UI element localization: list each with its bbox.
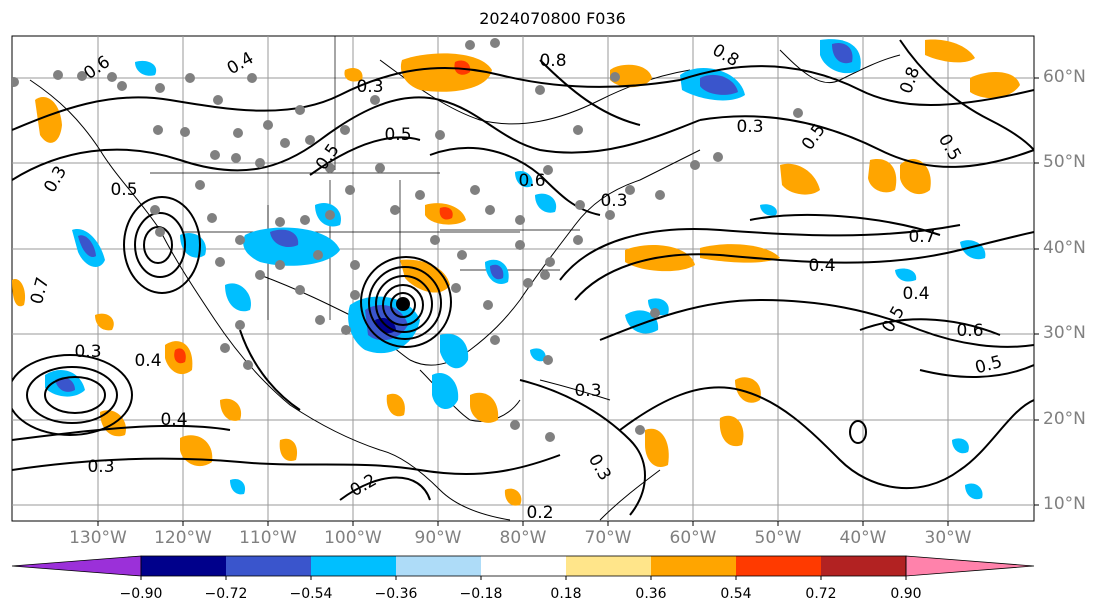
colorbar-tick-label: −0.18 — [459, 586, 503, 602]
contour-label: 0.7 — [908, 227, 935, 247]
latitude-label: 20°N — [1043, 409, 1086, 429]
contour-label: 0.2 — [526, 503, 553, 523]
colorbar-swatch — [141, 556, 226, 576]
colorbar-tick-label: 0.36 — [635, 586, 667, 602]
contour-label: 0.3 — [600, 191, 627, 211]
station-markers — [12, 38, 803, 442]
contour-label: 0.6 — [518, 171, 545, 191]
contour-label: 0.8 — [539, 51, 566, 71]
longitude-label: 70°W — [584, 528, 632, 548]
contour-label: 0.3 — [736, 117, 763, 137]
contour-label: 0.6 — [956, 321, 983, 341]
latitude-label: 50°N — [1043, 152, 1086, 172]
colorbar-extend-high — [905, 555, 1035, 577]
colorbar-swatch — [736, 556, 821, 576]
longitude-label: 60°W — [669, 528, 717, 548]
latitude-label: 10°N — [1043, 494, 1086, 514]
tick-marks — [97, 77, 1039, 526]
latitude-label: 40°N — [1043, 238, 1086, 258]
storm-center-marker — [396, 297, 410, 311]
latitude-label: 30°N — [1043, 323, 1086, 343]
colorbar-extend-low — [11, 555, 142, 577]
colorbar-tick-label: −0.54 — [289, 586, 333, 602]
colorbar-swatch — [226, 556, 311, 576]
longitude-label: 130°W — [69, 528, 127, 548]
map-title: 2024070800 F036 — [479, 9, 626, 28]
contour-lines — [12, 39, 1034, 516]
colorbar — [11, 555, 1035, 580]
longitude-label: 100°W — [324, 528, 382, 548]
colorbar-tick-label: 0.72 — [805, 586, 837, 602]
colorbar-swatch — [821, 556, 906, 576]
colorbar-swatch — [566, 556, 651, 576]
longitude-label: 90°W — [414, 528, 462, 548]
colorbar-tick-label: −0.90 — [119, 586, 163, 602]
longitude-label: 40°W — [839, 528, 887, 548]
contour-label: 0.4 — [160, 410, 187, 430]
colorbar-tick-label: −0.36 — [374, 586, 418, 602]
contour-label: 0.5 — [384, 125, 411, 145]
contour-label: 0.3 — [74, 342, 101, 362]
longitude-label: 80°W — [499, 528, 547, 548]
longitude-label: 30°W — [924, 528, 972, 548]
colorbar-swatch — [311, 556, 396, 576]
contour-label: 0.3 — [356, 77, 383, 97]
positive-shading — [12, 39, 1020, 506]
colorbar-swatch — [396, 556, 481, 576]
colorbar-swatch — [481, 556, 566, 576]
colorbar-tick-label: 0.18 — [550, 586, 582, 602]
contour-label: 0.4 — [808, 256, 835, 276]
colorbar-tick-label: −0.72 — [204, 586, 248, 602]
contour-label: 0.4 — [134, 351, 161, 371]
contour-label: 0.3 — [87, 457, 114, 477]
colorbar-tick-label: 0.54 — [720, 586, 752, 602]
latitude-label: 60°N — [1043, 67, 1086, 87]
longitude-label: 120°W — [154, 528, 212, 548]
longitude-label: 50°W — [754, 528, 802, 548]
longitude-label: 110°W — [239, 528, 297, 548]
contour-label: 0.3 — [574, 381, 601, 401]
gridlines — [12, 36, 1034, 521]
contour-label: 0.5 — [110, 180, 137, 200]
contour-label: 0.4 — [902, 284, 929, 304]
colorbar-swatch — [651, 556, 736, 576]
colorbar-tick-label: 0.90 — [890, 586, 922, 602]
